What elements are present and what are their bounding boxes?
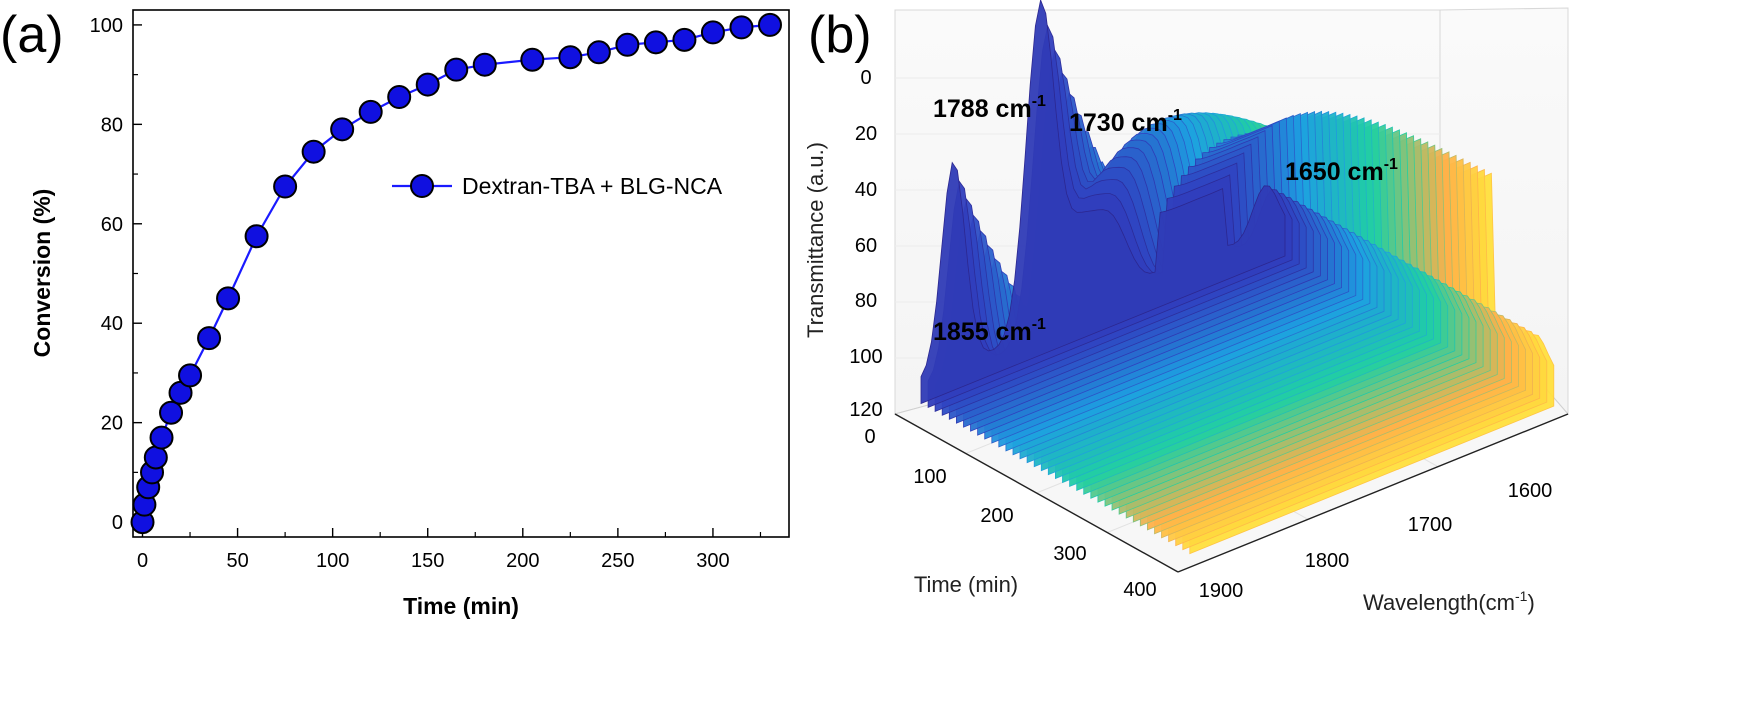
time-tick: 100 — [913, 466, 946, 488]
y-tick-label: 40 — [101, 313, 123, 335]
wavelength-axis-line — [1177, 413, 1569, 573]
x-tick-label: 250 — [601, 550, 634, 572]
data-point — [643, 30, 668, 55]
data-point — [700, 20, 725, 45]
x-tick-label: 150 — [411, 550, 444, 572]
data-point — [444, 57, 469, 82]
y-tick-label: 100 — [90, 15, 123, 37]
data-point — [387, 85, 412, 110]
z-tick: 20 — [855, 123, 877, 145]
data-point — [672, 27, 697, 52]
data-point — [244, 224, 269, 249]
data-point — [143, 445, 168, 470]
data-point — [159, 400, 184, 425]
data-point — [472, 52, 497, 77]
peak-label-1650: 1650 cm-1 — [1285, 156, 1398, 186]
data-point — [615, 32, 640, 57]
x-tick-label: 50 — [226, 550, 248, 572]
z-tick: 60 — [855, 235, 877, 257]
time-axis-ticks: 0 100 200 300 400 — [864, 426, 1156, 601]
wavelength-tick: 1700 — [1408, 514, 1453, 536]
x-tick-label: 100 — [316, 550, 349, 572]
time-tick: 0 — [864, 426, 875, 448]
data-point — [178, 363, 203, 388]
spectrum-slice — [920, 0, 1286, 405]
time-tick: 300 — [1053, 543, 1086, 565]
data-point — [586, 40, 611, 65]
y-tick-label: 60 — [101, 214, 123, 236]
series-points — [130, 12, 782, 535]
z-tick: 100 — [849, 346, 882, 368]
z-axis-ticks: 0 20 40 60 80 100 120 — [849, 67, 882, 421]
y-axis-ticks: 0 20 40 60 80 100 — [90, 15, 142, 534]
data-point — [358, 99, 383, 124]
data-point — [330, 117, 355, 142]
legend: Dextran-TBA + BLG-NCA — [392, 173, 723, 199]
x-tick-label: 200 — [506, 550, 539, 572]
data-point — [197, 326, 222, 351]
time-tick: 200 — [980, 505, 1013, 527]
wavelength-tick: 1800 — [1305, 550, 1350, 572]
wavelength-axis-ticks: 1900 1800 1700 1600 — [1199, 480, 1553, 602]
spectra-surface — [920, 0, 1555, 555]
legend-label: Dextran-TBA + BLG-NCA — [462, 173, 723, 199]
data-point — [301, 139, 326, 164]
x-axis-title: Time (min) — [403, 593, 519, 619]
time-axis-title: Time (min) — [914, 572, 1018, 597]
z-tick: 0 — [860, 67, 871, 89]
data-point — [757, 12, 782, 37]
x-tick-label: 300 — [696, 550, 729, 572]
data-point — [520, 47, 545, 72]
data-point — [273, 174, 298, 199]
panel-b: (b) 1788 cm-1 1730 cm-1 1650 cm-1 1855 c… — [803, 0, 1569, 615]
data-point — [729, 15, 754, 40]
z-tick: 80 — [855, 290, 877, 312]
wavelength-axis-title: Wavelength(cm-1) — [1363, 588, 1535, 615]
data-point — [149, 425, 174, 450]
legend-marker — [410, 174, 434, 198]
time-axis-line — [894, 413, 1179, 573]
panel-a-label: (a) — [0, 6, 64, 64]
y-tick-label: 80 — [101, 114, 123, 136]
data-point — [558, 45, 583, 70]
data-point — [415, 72, 440, 97]
plot-frame-a — [132, 9, 790, 538]
peak-label-1730: 1730 cm-1 — [1069, 107, 1182, 137]
time-tick: 400 — [1123, 579, 1156, 601]
peak-label-1788: 1788 cm-1 — [933, 93, 1046, 123]
y-axis-title: Conversion (%) — [29, 189, 55, 358]
wavelength-tick: 1900 — [1199, 580, 1244, 602]
panel-b-label: (b) — [808, 6, 872, 64]
peak-label-1855: 1855 cm-1 — [933, 316, 1046, 346]
data-point — [216, 286, 241, 311]
wavelength-tick: 1600 — [1508, 480, 1553, 502]
x-axis-ticks: 0 50 100 150 200 250 300 — [137, 528, 762, 572]
series-line — [141, 23, 771, 523]
y-tick-label: 20 — [101, 413, 123, 435]
panel-a: (a) 0 50 100 150 200 250 300 0 20 40 60 80 100 Time… — [0, 6, 790, 619]
x-tick-label: 0 — [137, 550, 148, 572]
y-tick-label: 0 — [112, 512, 123, 534]
z-axis-title: Transmittance (a.u.) — [803, 142, 828, 338]
z-tick: 40 — [855, 179, 877, 201]
z-tick: 120 — [849, 399, 882, 421]
